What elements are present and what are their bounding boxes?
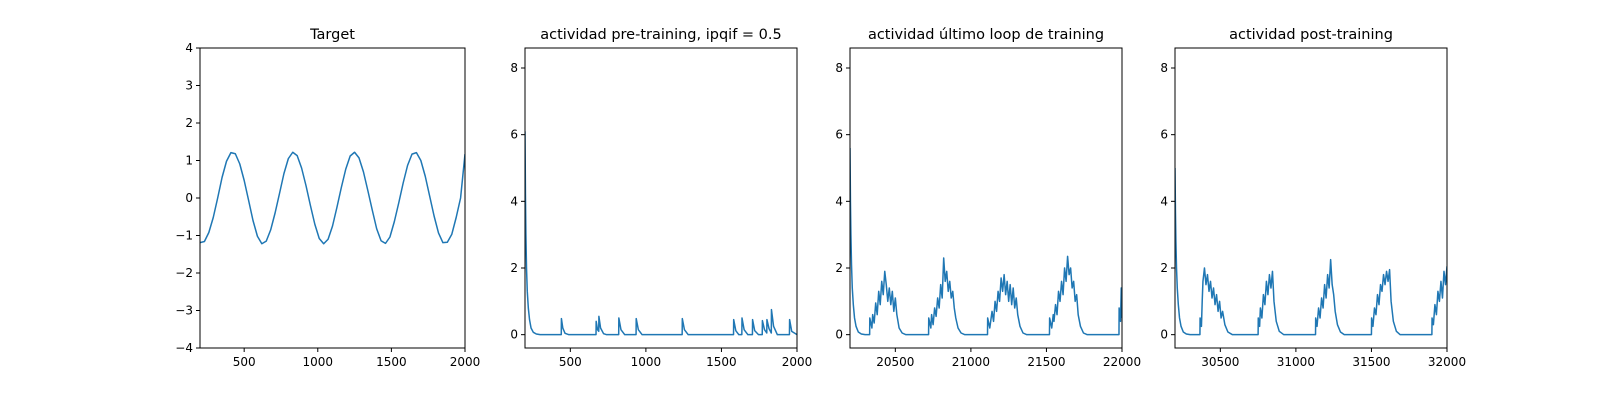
x-tick-label: 1000 — [303, 355, 334, 369]
x-tick-label: 1000 — [631, 355, 662, 369]
y-tick-label: −1 — [175, 229, 193, 243]
x-tick-label: 21500 — [1027, 355, 1065, 369]
y-tick-label: 8 — [510, 61, 518, 75]
x-tick-label: 31500 — [1352, 355, 1390, 369]
y-tick-label: 6 — [510, 128, 518, 142]
y-tick-label: 2 — [510, 261, 518, 275]
subplot-3: actividad último loop de training 20500 21… — [835, 27, 1141, 369]
series-line-4-1 — [1175, 167, 1447, 336]
y-tick-label: 1 — [185, 154, 193, 168]
y-tick-label: 2 — [1160, 261, 1168, 275]
x-tick-label: 31000 — [1277, 355, 1315, 369]
series-line-3-1 — [850, 147, 1122, 336]
y-tick-label: 2 — [835, 261, 843, 275]
y-tick-label: 3 — [185, 79, 193, 93]
x-tick-label: 30500 — [1201, 355, 1239, 369]
subplot-1: Target 500 1000 1500 2000 −4 −3 −2 −1 0 1 2 3 4 — [175, 27, 480, 369]
y-tick-label: 4 — [1160, 194, 1168, 208]
series-line-1-1 — [200, 151, 465, 245]
axes-frame — [849, 47, 1123, 349]
y-tick-label: 8 — [835, 61, 843, 75]
axes-frame — [524, 47, 798, 349]
subplot-title: actividad pre-training, ipqif = 0.5 — [540, 27, 781, 43]
y-tick-label: 0 — [510, 328, 518, 342]
x-tick-label: 21000 — [952, 355, 990, 369]
y-tick-label: 6 — [1160, 128, 1168, 142]
x-tick-label: 500 — [559, 355, 582, 369]
y-tick-label: 0 — [835, 328, 843, 342]
axes-frame — [1174, 47, 1448, 349]
subplot-title: actividad último loop de training — [868, 27, 1104, 43]
x-tick-label: 22000 — [1103, 355, 1141, 369]
x-tick-label: 32000 — [1428, 355, 1466, 369]
x-tick-label: 1500 — [376, 355, 407, 369]
y-tick-label: 4 — [835, 194, 843, 208]
subplot-2: actividad pre-training, ipqif = 0.5 500 10… — [510, 27, 812, 369]
x-tick-label: 2000 — [450, 355, 481, 369]
y-tick-label: −4 — [175, 341, 193, 355]
y-tick-label: 8 — [1160, 61, 1168, 75]
y-tick-label: 6 — [835, 128, 843, 142]
x-tick-label: 1500 — [706, 355, 737, 369]
x-tick-label: 2000 — [782, 355, 813, 369]
x-tick-label: 20500 — [876, 355, 914, 369]
y-tick-label: −2 — [175, 266, 193, 280]
y-tick-label: 4 — [185, 41, 193, 55]
y-tick-label: 4 — [510, 194, 518, 208]
subplot-title: Target — [309, 27, 355, 43]
y-tick-label: 0 — [185, 191, 193, 205]
y-tick-label: −3 — [175, 304, 193, 318]
axes-frame — [199, 47, 466, 349]
series-line-2-1 — [525, 131, 797, 336]
x-tick-label: 500 — [233, 355, 256, 369]
y-tick-label: 2 — [185, 116, 193, 130]
subplot-4: actividad post-training 30500 31000 31500 32… — [1160, 27, 1466, 369]
subplot-title: actividad post-training — [1229, 27, 1393, 43]
y-tick-label: 0 — [1160, 328, 1168, 342]
